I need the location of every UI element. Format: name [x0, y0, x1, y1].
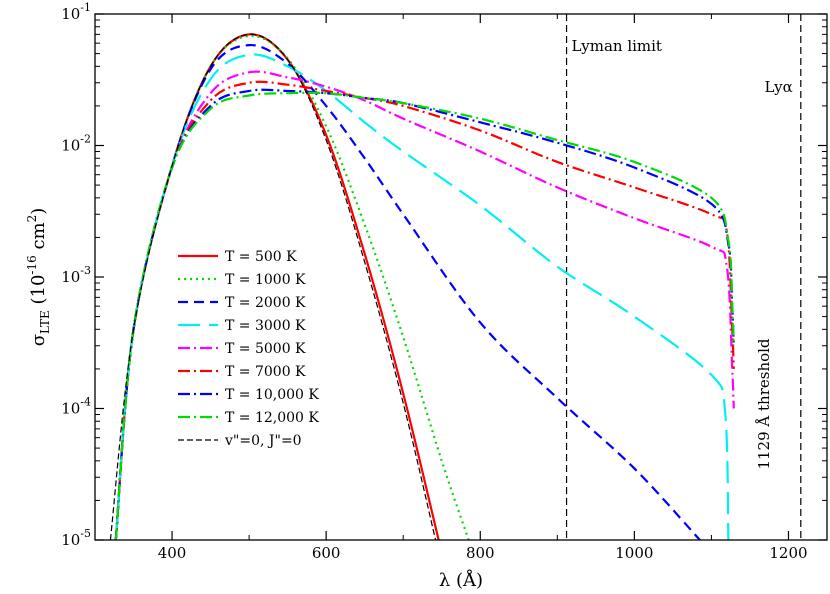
y-axis-title: σLTE (10-16 cm2) — [25, 208, 52, 347]
series-line — [109, 33, 437, 540]
legend-label: T = 10,000 K — [225, 387, 319, 403]
legend-label: T = 5000 K — [225, 341, 306, 357]
y-tick-label: 10-1 — [61, 1, 91, 23]
x-axis-title: λ (Å) — [439, 569, 483, 591]
reference-line-label: Lyα — [764, 78, 792, 96]
series-line — [114, 88, 735, 540]
x-tick-label: 1000 — [615, 544, 653, 562]
y-tick-label: 10-4 — [61, 396, 91, 418]
legend-label: T = 3000 K — [225, 318, 306, 334]
legend-label: T = 500 K — [225, 249, 297, 265]
threshold-annotation: 1129 Å threshold — [755, 338, 773, 469]
y-tick-label: 10-2 — [61, 133, 91, 155]
legend: T = 500 K T = 1000 K T = 2000 K T = 3000 K T… — [178, 249, 319, 449]
reference-line-label: Lyman limit — [572, 37, 662, 55]
annotations: Lyman limit Lyα 1129 Å threshold — [572, 37, 793, 470]
y-tick-label: 10-3 — [61, 264, 91, 286]
series-layer — [109, 33, 735, 540]
legend-label: T = 1000 K — [225, 272, 306, 288]
x-tick-label: 400 — [158, 544, 187, 562]
legend-label: T = 7000 K — [225, 364, 306, 380]
x-tick-label: 800 — [466, 544, 495, 562]
y-tick-label: 10-5 — [61, 527, 91, 549]
axes: 400 600 800 1000 1200 10-5 10-4 10-3 10-2 10-1 — [61, 1, 827, 562]
legend-label: T = 2000 K — [225, 295, 306, 311]
legend-label: T = 12,000 K — [225, 410, 319, 426]
legend-label: v"=0, J"=0 — [224, 433, 302, 449]
x-tick-label: 1200 — [769, 544, 807, 562]
x-tick-label: 600 — [312, 544, 341, 562]
